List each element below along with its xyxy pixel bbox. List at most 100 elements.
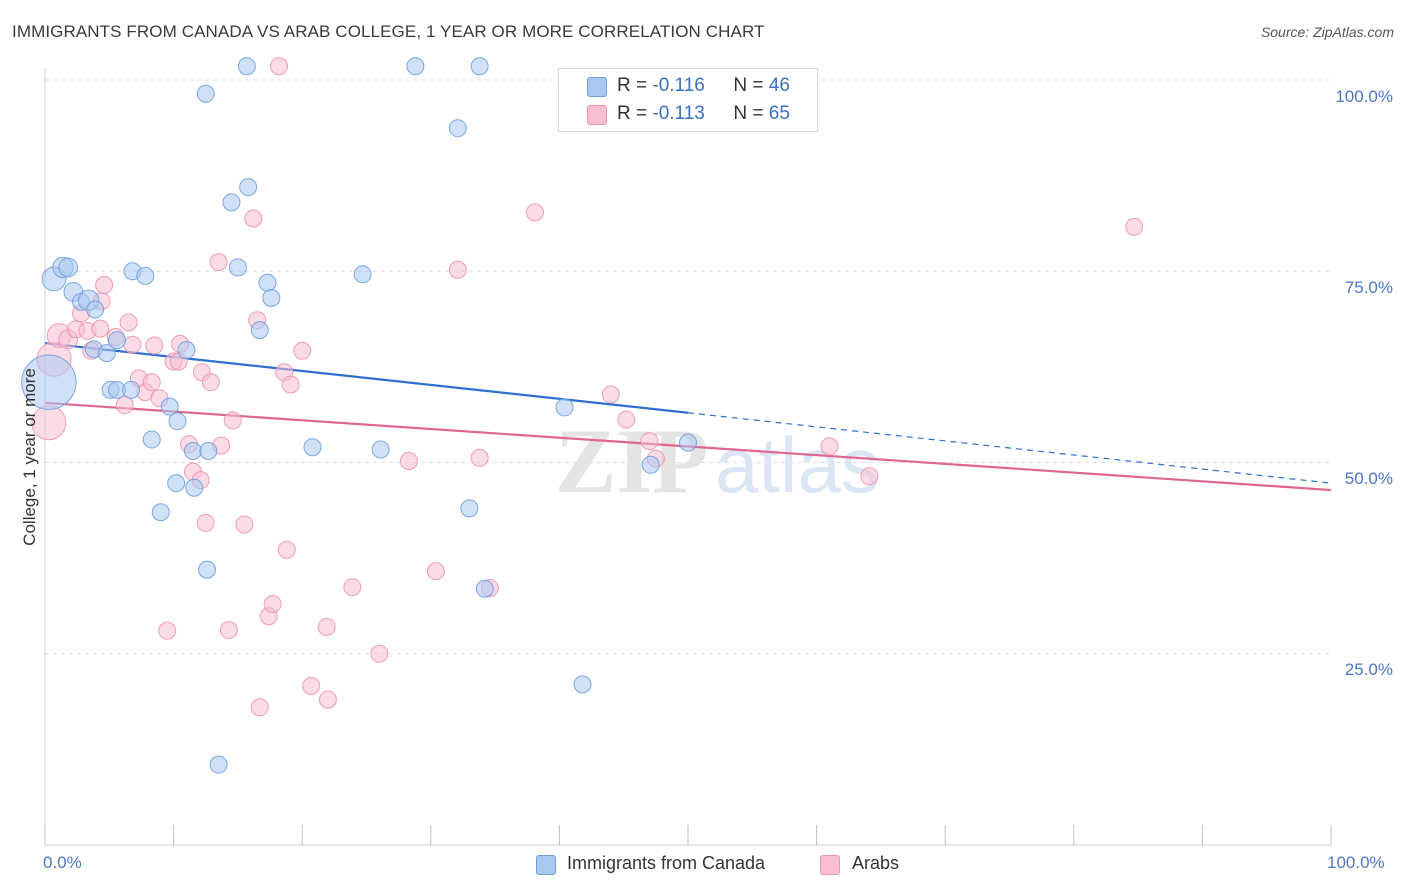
point-canada (448, 119, 467, 138)
legend-n-value: 46 (768, 75, 790, 96)
point-canada (58, 257, 78, 278)
legend-r-value: -0.116 (652, 75, 705, 96)
point-arabs (196, 513, 215, 532)
bottom-legend-label-arabs: Arabs (852, 853, 900, 873)
point-arabs (244, 209, 263, 228)
point-arabs (1125, 217, 1144, 236)
point-canada (198, 560, 217, 579)
point-canada (258, 273, 277, 292)
point-arabs (201, 373, 220, 392)
y-tick-label-50: 50.0% (1344, 469, 1393, 488)
trend-line-canada (44, 342, 689, 414)
point-arabs (270, 57, 289, 76)
point-arabs (115, 396, 134, 415)
point-canada (196, 84, 215, 103)
legend-n-value: 65 (768, 103, 790, 124)
point-arabs (95, 276, 114, 295)
point-canada (199, 442, 218, 461)
point-arabs (617, 410, 636, 429)
point-arabs (820, 437, 839, 456)
grid-lines (45, 79, 1331, 655)
watermark: ZIP atlas (555, 410, 880, 512)
point-canada (353, 265, 372, 284)
trend-line-canada-projection (687, 412, 1332, 484)
legend-swatch-canada (587, 77, 607, 97)
point-arabs (448, 260, 467, 279)
point-arabs (123, 335, 142, 354)
point-arabs (277, 540, 296, 559)
point-arabs (640, 432, 659, 451)
bottom-legend-swatch-arabs (820, 855, 840, 875)
point-canada (679, 433, 697, 452)
point-canada (237, 57, 256, 76)
point-arabs (302, 676, 321, 695)
point-arabs (223, 411, 242, 430)
point-canada (122, 380, 141, 399)
point-arabs (317, 617, 336, 636)
point-arabs (399, 451, 418, 470)
point-canada (250, 321, 269, 340)
point-canada (160, 397, 179, 416)
x-tick-label-100: 100.0% (1327, 853, 1385, 872)
x-tick-label-0: 0.0% (43, 853, 82, 872)
point-arabs (145, 336, 164, 355)
legend-r-label: R = (617, 103, 653, 124)
legend-n-label: N = (733, 75, 769, 96)
point-canada (97, 344, 116, 363)
point-canada (183, 442, 202, 461)
y-tick-label-75: 75.0% (1344, 278, 1393, 297)
point-canada (151, 503, 170, 522)
point-arabs (142, 373, 161, 392)
point-canada (475, 579, 494, 598)
point-arabs (119, 313, 138, 332)
y-axis-title: College, 1 year or more (20, 368, 39, 546)
point-arabs (470, 448, 489, 467)
point-arabs (235, 515, 254, 534)
y-tick-label-100: 100.0% (1335, 87, 1393, 106)
point-arabs (250, 698, 269, 717)
point-canada (142, 430, 161, 449)
data-points (21, 57, 1144, 774)
point-arabs (263, 595, 282, 614)
point-canada (470, 57, 489, 76)
point-canada (86, 300, 105, 319)
watermark-atlas: atlas (715, 421, 880, 509)
point-canada (262, 289, 281, 308)
point-arabs (219, 621, 238, 640)
point-arabs (370, 644, 389, 663)
point-canada (573, 675, 592, 694)
point-canada (460, 499, 479, 518)
point-arabs (281, 375, 300, 394)
legend-row-arabs: R = -0.113 N = 65 (617, 103, 790, 125)
legend-n-label: N = (733, 103, 769, 124)
point-arabs (525, 203, 544, 222)
point-arabs (860, 467, 879, 486)
point-arabs (293, 341, 312, 360)
legend-r-label: R = (617, 75, 653, 96)
point-canada (185, 478, 204, 497)
legend-row-canada: R = -0.116 N = 46 (617, 75, 790, 97)
point-canada (168, 412, 187, 431)
point-canada (228, 258, 247, 277)
point-canada (209, 755, 228, 774)
source-credit: Source: ZipAtlas.com (1260, 24, 1394, 40)
point-canada (555, 398, 574, 417)
point-arabs (158, 621, 177, 640)
point-canada (108, 331, 127, 350)
point-canada (136, 266, 155, 285)
point-canada (177, 341, 196, 360)
legend-r-value: -0.113 (652, 103, 705, 124)
point-arabs (343, 578, 362, 597)
point-arabs (601, 385, 620, 404)
point-arabs (91, 319, 110, 338)
bottom-legend-swatch-canada (536, 855, 556, 875)
legend-swatch-arabs (587, 105, 607, 125)
bottom-legend-label-canada: Immigrants from Canada (567, 853, 766, 873)
y-tick-label-25: 25.0% (1344, 660, 1393, 679)
point-canada (222, 193, 241, 212)
point-canada (303, 438, 322, 457)
point-canada (167, 474, 186, 493)
correlation-legend: R = -0.116 N = 46 R = -0.113 N = 65 (558, 68, 818, 132)
chart-title: IMMIGRANTS FROM CANADA VS ARAB COLLEGE, … (12, 22, 765, 41)
